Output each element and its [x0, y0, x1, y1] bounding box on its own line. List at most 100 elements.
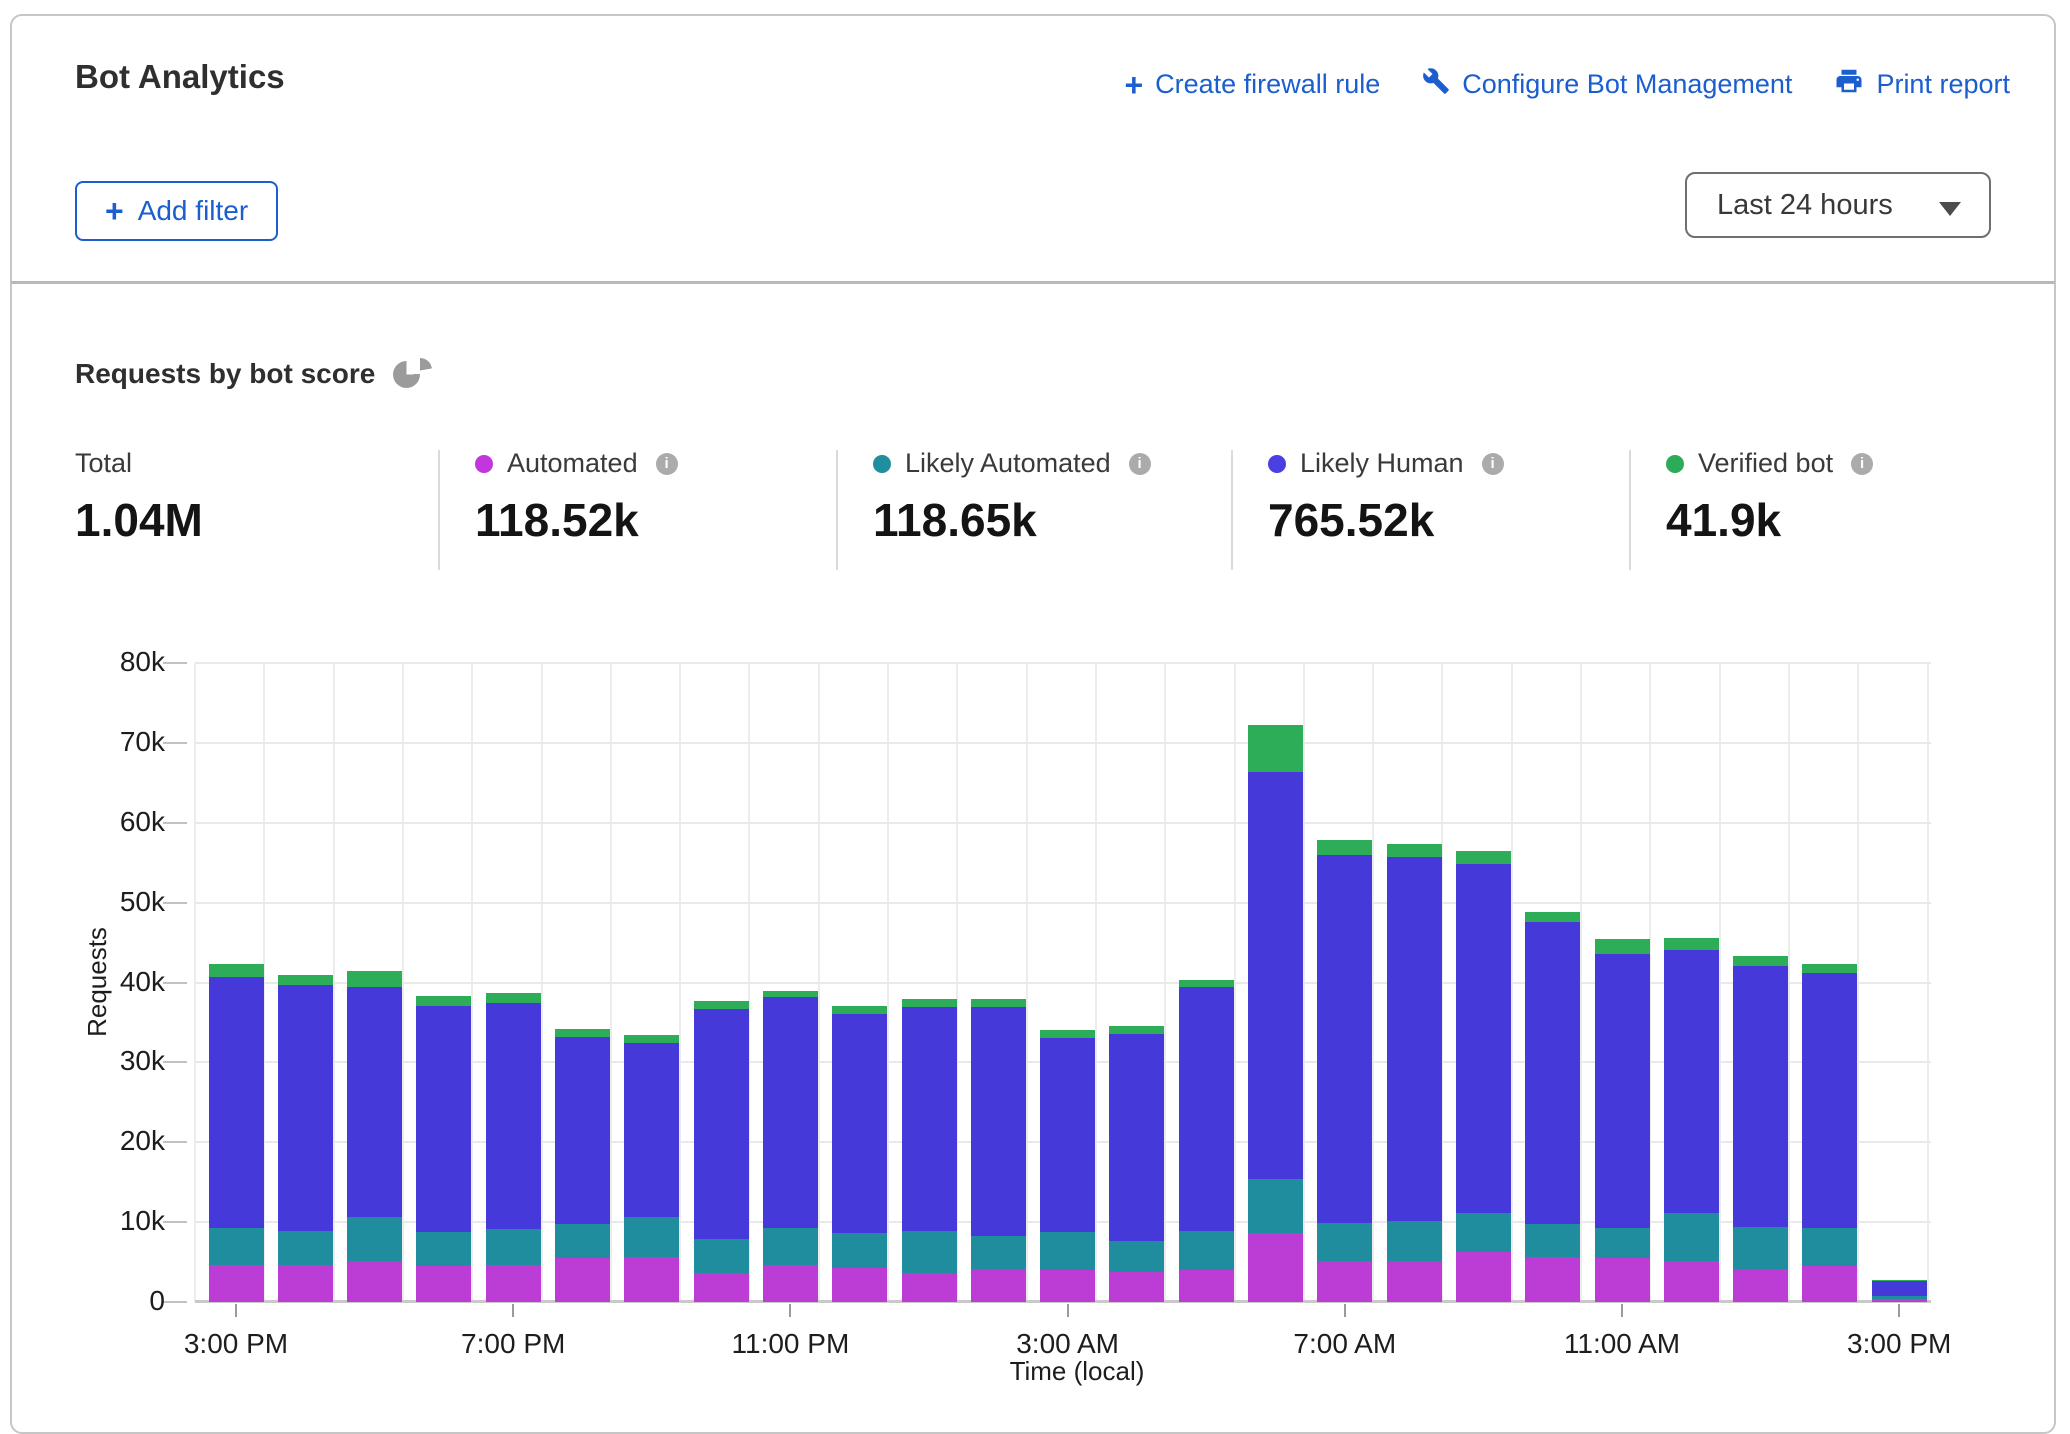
bar-segment-likely-human[interactable] — [1802, 973, 1857, 1228]
bar-segment-likely-automated[interactable] — [1040, 1232, 1095, 1270]
bar-segment-automated[interactable] — [416, 1266, 471, 1302]
bar-segment-likely-human[interactable] — [486, 1003, 541, 1229]
bar-800pm[interactable] — [555, 663, 610, 1302]
bar-segment-verified-bot[interactable] — [347, 971, 402, 987]
create-firewall-rule-link[interactable]: + Create firewall rule — [1124, 69, 1380, 101]
bar-segment-automated[interactable] — [763, 1265, 818, 1302]
bar-400am[interactable] — [1109, 663, 1164, 1302]
bar-segment-automated[interactable] — [624, 1257, 679, 1302]
bar-900am[interactable] — [1456, 663, 1511, 1302]
bar-segment-verified-bot[interactable] — [486, 993, 541, 1003]
bar-segment-automated[interactable] — [1179, 1270, 1234, 1302]
bar-segment-automated[interactable] — [555, 1258, 610, 1302]
bar-segment-automated[interactable] — [1040, 1270, 1095, 1302]
bar-segment-automated[interactable] — [1802, 1266, 1857, 1302]
bar-segment-automated[interactable] — [278, 1265, 333, 1302]
bar-segment-likely-human[interactable] — [624, 1043, 679, 1217]
bar-segment-likely-human[interactable] — [1664, 950, 1719, 1214]
bar-segment-verified-bot[interactable] — [1664, 938, 1719, 950]
bar-1000am[interactable] — [1525, 663, 1580, 1302]
bar-900pm[interactable] — [624, 663, 679, 1302]
bar-segment-likely-human[interactable] — [1317, 855, 1372, 1223]
info-icon[interactable]: i — [1129, 453, 1151, 475]
bar-segment-likely-automated[interactable] — [902, 1231, 957, 1273]
bar-segment-likely-human[interactable] — [1456, 864, 1511, 1214]
bar-segment-automated[interactable] — [902, 1273, 957, 1302]
bar-segment-verified-bot[interactable] — [832, 1006, 887, 1014]
bar-segment-likely-human[interactable] — [694, 1009, 749, 1239]
bar-1100am[interactable] — [1595, 663, 1650, 1302]
bar-500pm[interactable] — [347, 663, 402, 1302]
bar-200pm[interactable] — [1802, 663, 1857, 1302]
bar-300pm[interactable] — [1872, 663, 1927, 1302]
bar-segment-verified-bot[interactable] — [763, 991, 818, 997]
bar-segment-likely-automated[interactable] — [1664, 1213, 1719, 1261]
bar-segment-automated[interactable] — [832, 1268, 887, 1302]
bar-segment-verified-bot[interactable] — [1040, 1030, 1095, 1037]
bar-segment-likely-automated[interactable] — [278, 1231, 333, 1265]
bar-segment-likely-automated[interactable] — [209, 1228, 264, 1266]
bar-segment-likely-human[interactable] — [763, 997, 818, 1228]
bar-segment-automated[interactable] — [1387, 1261, 1442, 1302]
bar-segment-likely-automated[interactable] — [832, 1233, 887, 1267]
bar-segment-automated[interactable] — [1595, 1258, 1650, 1302]
bar-segment-automated[interactable] — [1664, 1261, 1719, 1302]
bar-segment-likely-human[interactable] — [1248, 772, 1303, 1179]
bar-segment-likely-automated[interactable] — [763, 1228, 818, 1266]
bar-segment-verified-bot[interactable] — [1595, 939, 1650, 954]
add-filter-button[interactable]: + Add filter — [75, 181, 278, 241]
info-icon[interactable]: i — [1482, 453, 1504, 475]
bar-300am[interactable] — [1040, 663, 1095, 1302]
bar-segment-likely-automated[interactable] — [1317, 1223, 1372, 1261]
bar-100am[interactable] — [902, 663, 957, 1302]
bar-400pm[interactable] — [278, 663, 333, 1302]
bar-segment-likely-automated[interactable] — [416, 1232, 471, 1266]
bar-1100pm[interactable] — [763, 663, 818, 1302]
bar-600pm[interactable] — [416, 663, 471, 1302]
bar-segment-likely-human[interactable] — [278, 985, 333, 1231]
bar-segment-likely-human[interactable] — [971, 1007, 1026, 1235]
bar-segment-verified-bot[interactable] — [1525, 912, 1580, 922]
bar-segment-verified-bot[interactable] — [1317, 840, 1372, 855]
info-icon[interactable]: i — [656, 453, 678, 475]
bar-segment-likely-human[interactable] — [1109, 1034, 1164, 1242]
bar-segment-verified-bot[interactable] — [1802, 964, 1857, 973]
bar-segment-likely-automated[interactable] — [624, 1217, 679, 1257]
bar-segment-likely-human[interactable] — [347, 987, 402, 1218]
bar-segment-verified-bot[interactable] — [624, 1035, 679, 1043]
bar-segment-automated[interactable] — [1872, 1299, 1927, 1302]
bar-segment-verified-bot[interactable] — [971, 999, 1026, 1007]
bar-segment-verified-bot[interactable] — [1248, 725, 1303, 772]
bar-segment-likely-human[interactable] — [555, 1037, 610, 1224]
bar-300pm[interactable] — [209, 663, 264, 1302]
bar-segment-likely-human[interactable] — [1872, 1280, 1927, 1295]
print-report-link[interactable]: Print report — [1834, 66, 2010, 103]
bar-segment-likely-human[interactable] — [832, 1014, 887, 1233]
bar-segment-automated[interactable] — [1525, 1257, 1580, 1302]
bar-segment-verified-bot[interactable] — [1109, 1026, 1164, 1034]
bar-segment-automated[interactable] — [1456, 1252, 1511, 1302]
bar-segment-likely-automated[interactable] — [1387, 1221, 1442, 1262]
bar-segment-likely-human[interactable] — [1179, 987, 1234, 1231]
bar-700pm[interactable] — [486, 663, 541, 1302]
bar-segment-likely-human[interactable] — [209, 977, 264, 1228]
bar-200am[interactable] — [971, 663, 1026, 1302]
bar-1000pm[interactable] — [694, 663, 749, 1302]
bar-segment-verified-bot[interactable] — [416, 996, 471, 1006]
bar-segment-likely-automated[interactable] — [1179, 1231, 1234, 1270]
bar-segment-automated[interactable] — [1733, 1269, 1788, 1302]
bar-segment-verified-bot[interactable] — [555, 1029, 610, 1037]
bar-segment-automated[interactable] — [971, 1269, 1026, 1302]
bar-segment-automated[interactable] — [347, 1261, 402, 1302]
configure-bot-management-link[interactable]: Configure Bot Management — [1422, 67, 1792, 102]
bar-500am[interactable] — [1179, 663, 1234, 1302]
bar-segment-likely-human[interactable] — [902, 1007, 957, 1231]
bar-segment-likely-automated[interactable] — [1802, 1228, 1857, 1266]
bar-segment-likely-automated[interactable] — [1733, 1227, 1788, 1269]
bar-segment-verified-bot[interactable] — [1733, 956, 1788, 966]
bar-segment-likely-human[interactable] — [1525, 922, 1580, 1224]
bar-700am[interactable] — [1317, 663, 1372, 1302]
bar-segment-likely-human[interactable] — [1040, 1038, 1095, 1232]
bar-segment-verified-bot[interactable] — [209, 964, 264, 977]
bar-segment-verified-bot[interactable] — [902, 999, 957, 1007]
